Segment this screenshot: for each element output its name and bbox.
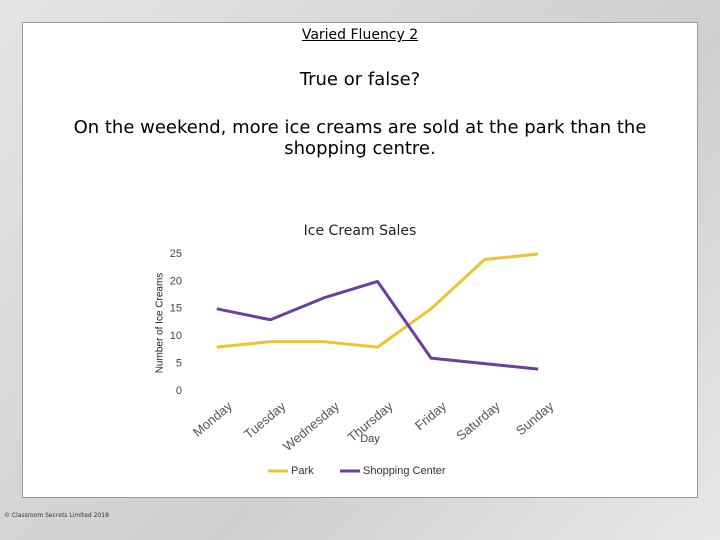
prompt: True or false? bbox=[299, 69, 421, 90]
x-tick-label: Monday bbox=[190, 398, 235, 440]
x-tick-label: Friday bbox=[412, 398, 450, 433]
question: On the weekend, more ice creams are sold… bbox=[73, 117, 647, 159]
x-tick-label: Wednesday bbox=[280, 398, 342, 454]
line-series bbox=[216, 252, 539, 349]
x-tick-label: Saturday bbox=[453, 398, 503, 443]
legend-label: Shopping Center bbox=[363, 465, 446, 477]
x-tick-label: Sunday bbox=[513, 398, 557, 438]
chart: Ice Cream Sales Number of Ice Creams Day… bbox=[140, 213, 586, 491]
y-axis-label: Number of Ice Creams bbox=[155, 273, 166, 374]
y-tick-label: 15 bbox=[170, 303, 182, 315]
copyright: © Classroom Secrets Limited 2018 bbox=[4, 512, 109, 519]
y-tick-label: 5 bbox=[176, 358, 182, 370]
x-tick-label: Tuesday bbox=[241, 398, 289, 442]
line-series bbox=[216, 279, 539, 371]
y-tick-label: 25 bbox=[170, 248, 182, 260]
legend-label: Park bbox=[291, 465, 314, 477]
x-axis-label: Day bbox=[360, 433, 380, 445]
y-tick-label: 20 bbox=[170, 275, 182, 287]
y-tick-label: 10 bbox=[170, 330, 182, 342]
y-tick-label: 0 bbox=[176, 385, 182, 397]
heading: Varied Fluency 2 bbox=[301, 27, 419, 43]
chart-title: Ice Cream Sales bbox=[304, 223, 417, 239]
